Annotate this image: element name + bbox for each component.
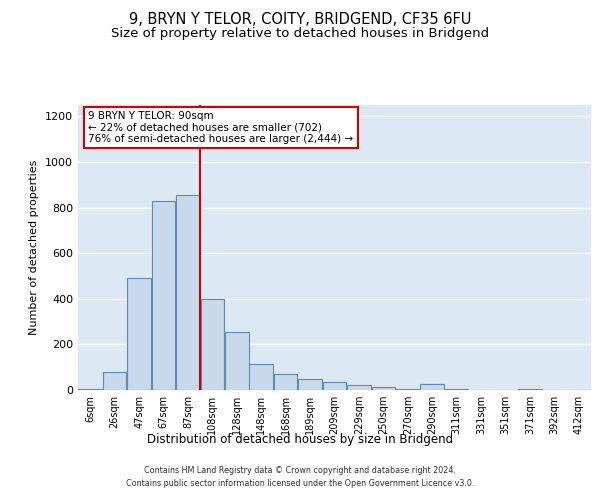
Bar	[274, 374, 298, 390]
Bar	[103, 372, 127, 390]
Bar	[250, 364, 273, 390]
Bar	[200, 299, 224, 390]
Text: 9, BRYN Y TELOR, COITY, BRIDGEND, CF35 6FU: 9, BRYN Y TELOR, COITY, BRIDGEND, CF35 6…	[129, 12, 471, 28]
Bar	[225, 332, 248, 390]
Bar	[79, 389, 102, 390]
Bar	[371, 386, 395, 390]
Text: Size of property relative to detached houses in Bridgend: Size of property relative to detached ho…	[111, 28, 489, 40]
Text: Contains HM Land Registry data © Crown copyright and database right 2024.
Contai: Contains HM Land Registry data © Crown c…	[126, 466, 474, 487]
Bar	[323, 382, 346, 390]
Bar	[445, 389, 469, 390]
Text: 9 BRYN Y TELOR: 90sqm
← 22% of detached houses are smaller (702)
76% of semi-det: 9 BRYN Y TELOR: 90sqm ← 22% of detached …	[88, 110, 353, 144]
Bar	[298, 378, 322, 390]
Y-axis label: Number of detached properties: Number of detached properties	[29, 160, 40, 335]
Bar	[421, 384, 444, 390]
Bar	[152, 201, 175, 390]
Bar	[396, 389, 419, 390]
Bar	[347, 386, 371, 390]
Text: Distribution of detached houses by size in Bridgend: Distribution of detached houses by size …	[147, 432, 453, 446]
Bar	[127, 278, 151, 390]
Bar	[176, 195, 200, 390]
Bar	[518, 389, 542, 390]
